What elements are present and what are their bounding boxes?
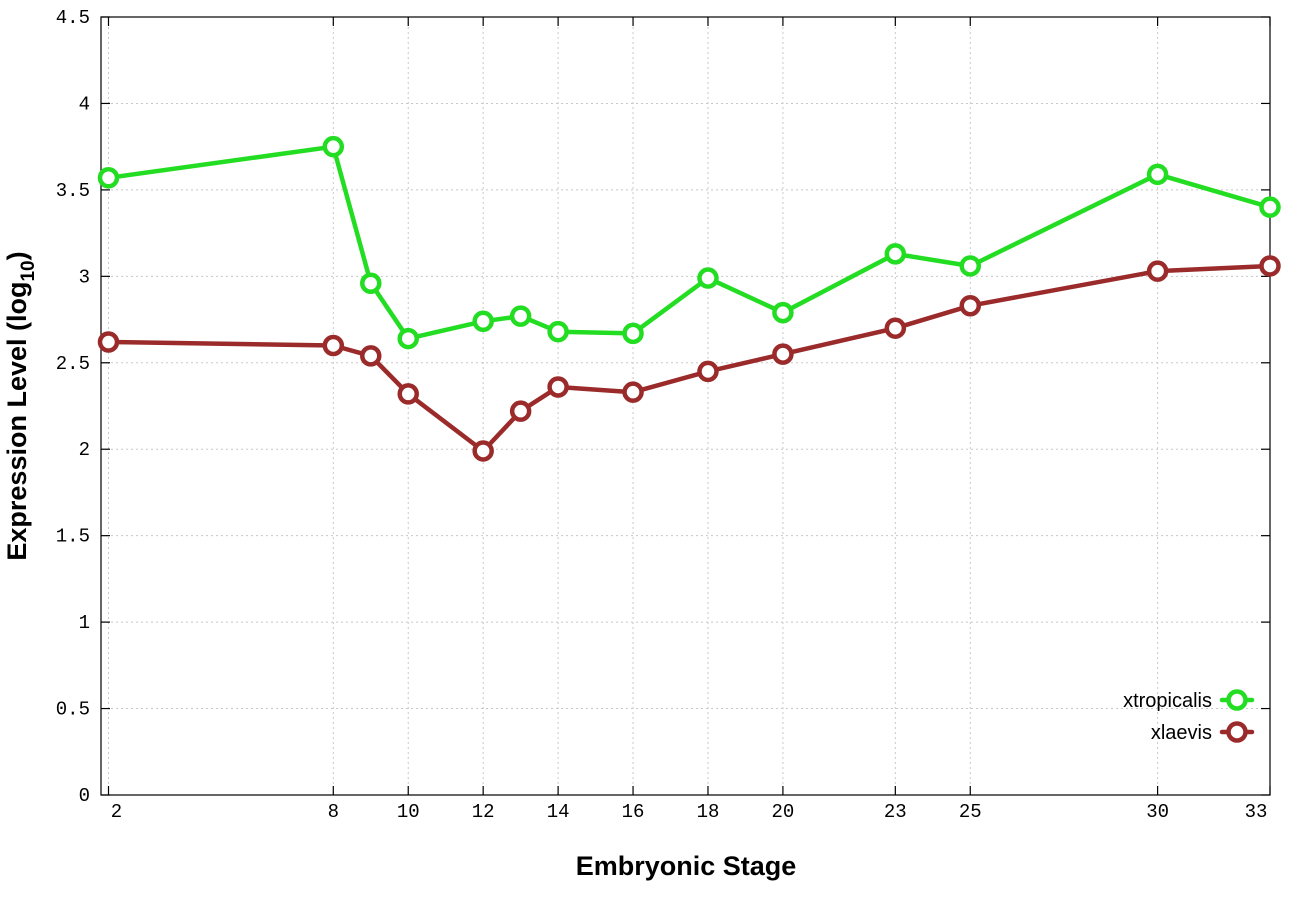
legend-label: xlaevis — [1151, 722, 1212, 744]
data-point — [884, 317, 907, 339]
data-point — [1146, 260, 1169, 282]
data-point — [360, 272, 382, 294]
data-point — [1259, 196, 1281, 218]
data-point — [622, 381, 644, 403]
x-tick-label: 25 — [959, 801, 982, 823]
data-point — [884, 243, 907, 265]
plot-frame — [100, 16, 1271, 796]
y-tick-label: 4.5 — [56, 7, 90, 29]
data-point — [772, 301, 794, 324]
grid-lines — [101, 17, 1270, 795]
series-xtropicalis — [97, 135, 1281, 350]
y-tick-label: 3 — [79, 266, 90, 288]
x-axis-tick-labels: 2 8 10 12 14 16 18 20 23 25 30 33 — [111, 801, 1268, 823]
y-tick-label: 1 — [79, 612, 90, 634]
x-tick-label: 12 — [472, 801, 495, 823]
x-tick-label: 33 — [1245, 801, 1268, 823]
x-tick-label: 23 — [884, 801, 907, 823]
data-point — [322, 135, 345, 158]
y-axis-title-main: Expression Level (log — [2, 282, 32, 561]
y-axis-title-subscript: 10 — [18, 260, 39, 281]
legend-swatch-marker — [1226, 689, 1248, 711]
legend: xtropicalis xlaevis — [1123, 689, 1255, 744]
series-line — [106, 144, 1273, 341]
x-tick-label: 14 — [547, 801, 570, 823]
data-point — [97, 331, 120, 353]
data-point — [509, 400, 532, 422]
y-tick-label: 4 — [79, 93, 90, 115]
y-tick-label: 2.5 — [56, 353, 90, 375]
y-axis-title: Expression Level (log10) — [2, 251, 39, 560]
data-point — [622, 322, 644, 345]
y-axis-tick-labels: 0 0.5 1 1.5 2 2.5 3 3.5 4 4.5 — [56, 7, 90, 807]
y-axis-title-suffix: ) — [2, 251, 32, 260]
x-tick-label: 16 — [622, 801, 645, 823]
data-point — [547, 320, 569, 343]
data-point — [697, 360, 719, 383]
data-point — [360, 345, 382, 367]
data-point — [472, 440, 494, 462]
legend-swatch-marker — [1226, 721, 1248, 743]
data-series — [97, 135, 1281, 462]
data-point — [509, 305, 532, 327]
legend-label: xtropicalis — [1123, 690, 1212, 712]
x-tick-label: 8 — [328, 801, 339, 823]
data-point — [472, 310, 494, 333]
data-point — [1146, 163, 1169, 186]
y-tick-label: 2 — [79, 439, 90, 461]
legend-item: xtropicalis — [1123, 689, 1255, 712]
x-tick-label: 20 — [772, 801, 795, 823]
y-tick-label: 0.5 — [56, 699, 90, 721]
x-tick-label: 2 — [111, 801, 122, 823]
series-xlaevis — [97, 255, 1281, 462]
data-point — [959, 255, 982, 277]
y-tick-label: 0 — [79, 785, 90, 807]
data-point — [97, 167, 120, 189]
data-point — [397, 383, 419, 405]
data-point — [697, 267, 719, 289]
data-point — [397, 327, 419, 350]
data-point — [322, 334, 345, 357]
legend-item: xlaevis — [1151, 721, 1255, 744]
x-tick-label: 10 — [397, 801, 420, 823]
data-point — [1259, 255, 1281, 277]
y-tick-label: 3.5 — [56, 180, 90, 202]
data-point — [547, 376, 569, 398]
data-point — [959, 294, 982, 317]
data-point — [772, 343, 794, 365]
x-tick-label: 30 — [1146, 801, 1169, 823]
x-axis-title: Embryonic Stage — [576, 851, 797, 881]
x-tick-label: 18 — [697, 801, 720, 823]
y-tick-label: 1.5 — [56, 526, 90, 548]
axis-ticks — [101, 16, 1271, 796]
